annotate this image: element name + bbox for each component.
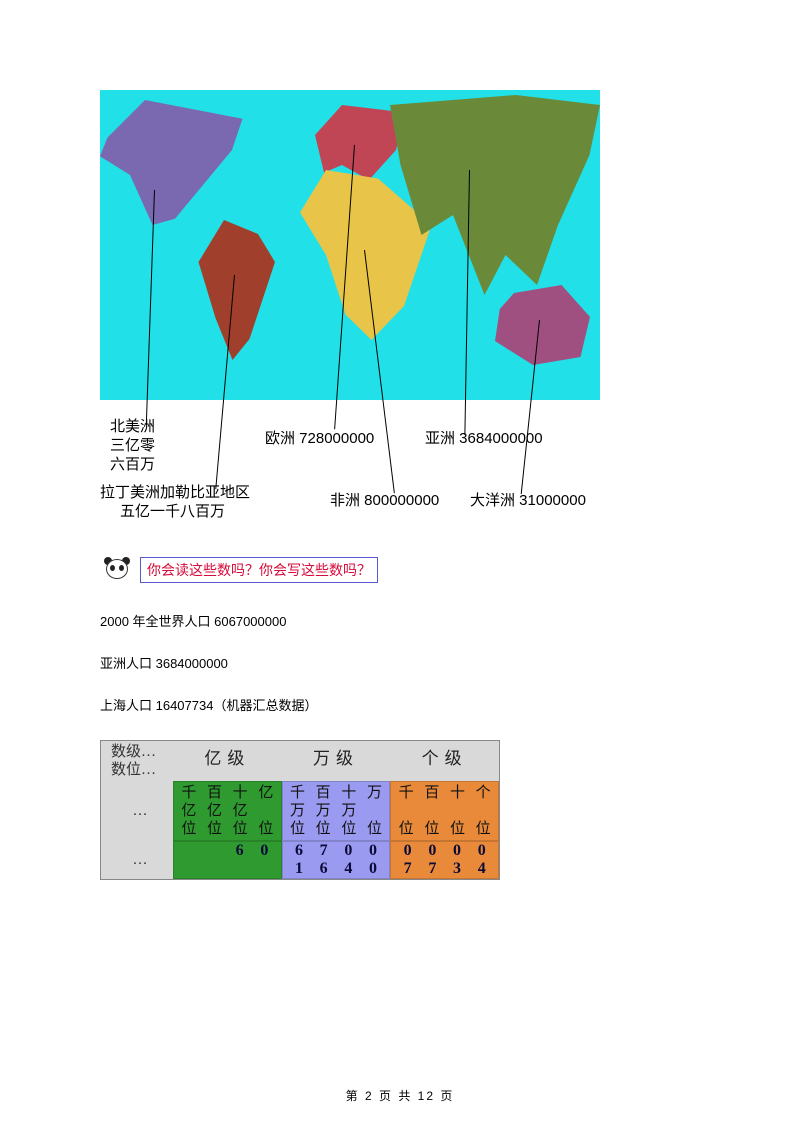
place-char: 位: [362, 820, 388, 838]
place-char: [445, 802, 471, 820]
places-yi: 千百十亿亿亿亿 位位位位: [173, 781, 282, 841]
label-text: 三亿零: [110, 437, 155, 454]
place-char: 十: [336, 784, 362, 802]
rowhead-dots2: …: [101, 841, 173, 879]
table-header-places: … 千百十亿亿亿亿 位位位位 千百十万万万万 位位位位 千百十个 位位位位: [101, 781, 499, 841]
digit-cell: [178, 860, 203, 878]
place-char: [393, 802, 419, 820]
digits-yi: 60: [173, 841, 282, 879]
place-char: 万: [310, 802, 336, 820]
panda-callout: 你会读这些数吗？你会写这些数吗？: [100, 555, 700, 585]
digit-cell: 7: [311, 842, 336, 860]
place-char: 亿: [176, 802, 202, 820]
digit-cell: 6: [227, 842, 252, 860]
level-ge: 个级: [390, 741, 499, 781]
place-char: 千: [176, 784, 202, 802]
rowhead-text: 数级…: [111, 743, 156, 761]
place-char: [419, 802, 445, 820]
place-char: [362, 802, 388, 820]
place-char: 位: [336, 820, 362, 838]
body-line-1: 2000 年全世界人口 6067000000: [100, 613, 700, 631]
place-char: 万: [362, 784, 388, 802]
place-char: 千: [285, 784, 311, 802]
table-digits: … 60 6700 1640 0000 7734: [101, 841, 499, 879]
rowhead-text: 数位…: [111, 761, 156, 779]
digit-cell: 4: [469, 860, 494, 878]
body-line-2: 亚洲人口 3684000000: [100, 655, 700, 673]
digit-cell: [178, 842, 203, 860]
level-yi: 亿级: [173, 741, 282, 781]
place-char: 位: [227, 820, 253, 838]
digit-cell: 0: [445, 842, 470, 860]
place-char: 位: [202, 820, 228, 838]
world-map-diagram: 北美洲 三亿零 六百万 欧洲 728000000 亚洲 3684000000 拉…: [100, 90, 620, 400]
digit-cell: 7: [395, 860, 420, 878]
page-footer: 第 2 页 共 12 页: [0, 1087, 800, 1104]
place-char: [253, 802, 279, 820]
place-char: 位: [176, 820, 202, 838]
rowhead-level: 数级… 数位…: [101, 741, 173, 781]
label-oceania: 大洋洲 31000000: [470, 492, 586, 511]
place-char: [470, 802, 496, 820]
digit-cell: [227, 860, 252, 878]
digit-cell: 6: [287, 842, 312, 860]
place-char: 十: [227, 784, 253, 802]
level-wan: 万级: [282, 741, 391, 781]
digit-cell: 1: [287, 860, 312, 878]
place-char: 百: [202, 784, 228, 802]
place-char: 亿: [253, 784, 279, 802]
digit-cell: [203, 842, 228, 860]
digit-cell: 6: [311, 860, 336, 878]
place-char: 亿: [202, 802, 228, 820]
place-char: 位: [470, 820, 496, 838]
place-char: 位: [310, 820, 336, 838]
digit-cell: 7: [420, 860, 445, 878]
panda-icon: [100, 555, 134, 585]
place-char: 百: [310, 784, 336, 802]
rowhead-dots: …: [101, 781, 173, 841]
place-char: 位: [393, 820, 419, 838]
digit-cell: [252, 860, 277, 878]
places-wan: 千百十万万万万 位位位位: [282, 781, 391, 841]
label-asia: 亚洲 3684000000: [425, 430, 543, 449]
place-char: 位: [253, 820, 279, 838]
speech-text: 你会读这些数吗？你会写这些数吗？: [140, 557, 378, 583]
label-text: 拉丁美洲加勒比亚地区: [100, 484, 250, 501]
digits-wan: 6700 1640: [282, 841, 391, 879]
digit-cell: [203, 860, 228, 878]
place-char: 位: [285, 820, 311, 838]
place-char: 个: [470, 784, 496, 802]
digit-cell: 0: [469, 842, 494, 860]
body-text-block: 2000 年全世界人口 6067000000 亚洲人口 3684000000 上…: [100, 613, 700, 716]
label-text: 五亿一千八百万: [100, 503, 225, 520]
label-africa: 非洲 800000000: [330, 492, 439, 511]
place-char: 百: [419, 784, 445, 802]
place-value-table: 数级… 数位… 亿级 万级 个级 … 千百十亿亿亿亿 位位位位 千百十万万万万 …: [100, 740, 500, 880]
digit-cell: 4: [336, 860, 361, 878]
digits-ge: 0000 7734: [390, 841, 499, 879]
digit-cell: 0: [336, 842, 361, 860]
place-char: 十: [445, 784, 471, 802]
label-text: 北美洲: [110, 418, 155, 435]
label-latam: 拉丁美洲加勒比亚地区 五亿一千八百万: [100, 484, 250, 522]
label-north-america: 北美洲 三亿零 六百万: [110, 418, 155, 474]
body-line-3: 上海人口 16407734（机器汇总数据）: [100, 697, 700, 715]
digit-cell: 0: [395, 842, 420, 860]
digit-cell: 0: [252, 842, 277, 860]
label-text: 六百万: [110, 456, 155, 473]
place-char: 位: [445, 820, 471, 838]
label-europe: 欧洲 728000000: [265, 430, 374, 449]
place-char: 千: [393, 784, 419, 802]
digit-cell: 0: [361, 842, 386, 860]
place-char: 万: [336, 802, 362, 820]
places-ge: 千百十个 位位位位: [390, 781, 499, 841]
table-header-levels: 数级… 数位… 亿级 万级 个级: [101, 741, 499, 781]
digit-cell: 0: [361, 860, 386, 878]
place-char: 亿: [227, 802, 253, 820]
place-char: 万: [285, 802, 311, 820]
digit-cell: 0: [420, 842, 445, 860]
digit-cell: 3: [445, 860, 470, 878]
place-char: 位: [419, 820, 445, 838]
